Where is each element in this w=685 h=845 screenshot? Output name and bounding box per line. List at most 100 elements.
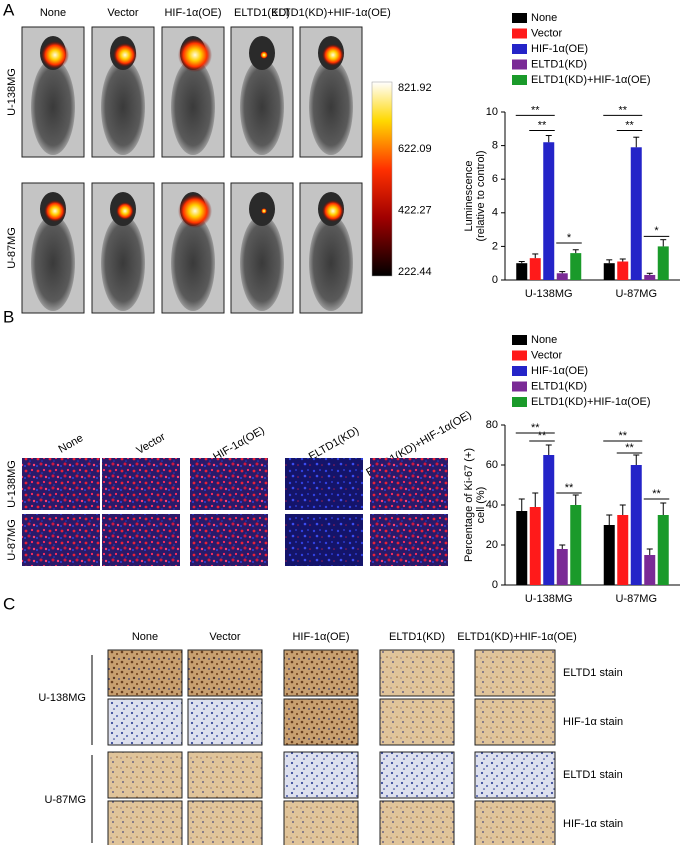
bar [630, 147, 642, 280]
legend-label: HIF-1α(OE) [531, 365, 588, 377]
signal [41, 41, 69, 69]
bar [617, 261, 629, 280]
mouse-body [171, 59, 215, 155]
if-image [102, 514, 180, 566]
x-tick-label: U-87MG [615, 288, 657, 300]
column-header: HIF-1α(OE) [211, 424, 266, 463]
ihc-image [283, 698, 359, 746]
mouse-body [240, 59, 284, 155]
legend-swatch [512, 335, 527, 345]
column-header: Vector [134, 431, 167, 457]
significance-label: ** [538, 119, 547, 131]
bar [657, 246, 669, 280]
mouse-body [309, 215, 353, 311]
row-label: U-87MG [6, 227, 18, 269]
ihc-image [283, 649, 359, 697]
bar [516, 263, 528, 280]
row-label: U-87MG [6, 519, 18, 561]
bar [603, 525, 615, 585]
row-label: U-138MG [38, 692, 86, 704]
colorbar-label: 821.92 [398, 82, 432, 94]
signal [178, 194, 212, 228]
signal [116, 202, 134, 220]
legend-swatch [512, 366, 527, 376]
row-label: U-87MG [44, 794, 86, 806]
signal [44, 200, 66, 222]
column-header: ELTD1(KD) [389, 631, 445, 643]
bar [516, 511, 528, 585]
colorbar-label: 222.44 [398, 266, 432, 278]
y-tick-label: 2 [492, 240, 498, 252]
signal [178, 38, 212, 72]
significance-label: * [567, 232, 572, 244]
panel-label: A [3, 0, 15, 19]
legend-swatch [512, 397, 527, 407]
ihc-image [379, 698, 455, 746]
bar [644, 274, 656, 280]
if-image [370, 514, 448, 566]
signal [260, 51, 268, 59]
bar [603, 263, 615, 280]
legend-swatch [512, 75, 527, 85]
ihc-image [474, 751, 556, 799]
significance-label: ** [618, 430, 627, 442]
panel-label: B [3, 307, 14, 326]
ihc-image [187, 800, 263, 845]
if-image [22, 458, 100, 510]
if-image [190, 458, 268, 510]
legend-swatch [512, 381, 527, 392]
ihc-image [283, 751, 359, 799]
if-image [285, 458, 363, 510]
column-header: HIF-1α(OE) [292, 631, 349, 643]
ihc-image [107, 751, 183, 799]
column-header: None [40, 7, 66, 19]
ihc-image [379, 751, 455, 799]
ihc-image [187, 698, 263, 746]
y-tick-label: 60 [486, 459, 498, 471]
y-tick-label: 4 [492, 207, 498, 219]
column-header: Vector [209, 631, 241, 643]
bar [570, 253, 582, 280]
y-tick-label: 10 [486, 106, 498, 118]
ihc-image [474, 698, 556, 746]
legend-swatch [512, 59, 527, 70]
signal [261, 208, 267, 214]
bar [543, 142, 555, 280]
bar [657, 515, 669, 585]
y-tick-label: 20 [486, 539, 498, 551]
ihc-image [379, 649, 455, 697]
x-tick-label: U-87MG [615, 593, 657, 605]
ihc-image [474, 800, 556, 845]
y-tick-label: 0 [492, 579, 498, 591]
bar [556, 273, 568, 280]
significance-label: ** [618, 104, 627, 116]
ihc-image [379, 800, 455, 845]
significance-label: ** [652, 488, 661, 500]
colorbar-label: 622.09 [398, 143, 432, 155]
column-header: ELTD1(KD) [307, 425, 362, 463]
stain-label: ELTD1 stain [563, 769, 623, 781]
legend-label: Vector [531, 27, 563, 39]
mouse-body [31, 59, 75, 155]
bar [644, 555, 656, 585]
stain-label: HIF-1α stain [563, 716, 623, 728]
legend-swatch [512, 28, 527, 39]
y-axis-label: Luminescence [463, 161, 475, 232]
if-image [190, 514, 268, 566]
column-header: ELTD1(KD) [234, 7, 290, 19]
legend-label: None [531, 12, 557, 24]
mouse-body [31, 215, 75, 311]
column-header: ELTD1(KD)+HIF-1α(OE) [271, 7, 391, 19]
x-tick-label: U-138MG [525, 288, 573, 300]
significance-label: ** [538, 430, 547, 442]
legend-label: ELTD1(KD) [531, 380, 587, 392]
y-tick-label: 80 [486, 419, 498, 431]
column-header: HIF-1α(OE) [164, 7, 221, 19]
ihc-image [187, 751, 263, 799]
bar [529, 258, 541, 280]
y-axis-label: Percentage of Ki-67 (+) [463, 448, 475, 562]
row-label: U-138MG [6, 68, 18, 116]
mouse-body [309, 59, 353, 155]
significance-label: ** [531, 104, 540, 116]
